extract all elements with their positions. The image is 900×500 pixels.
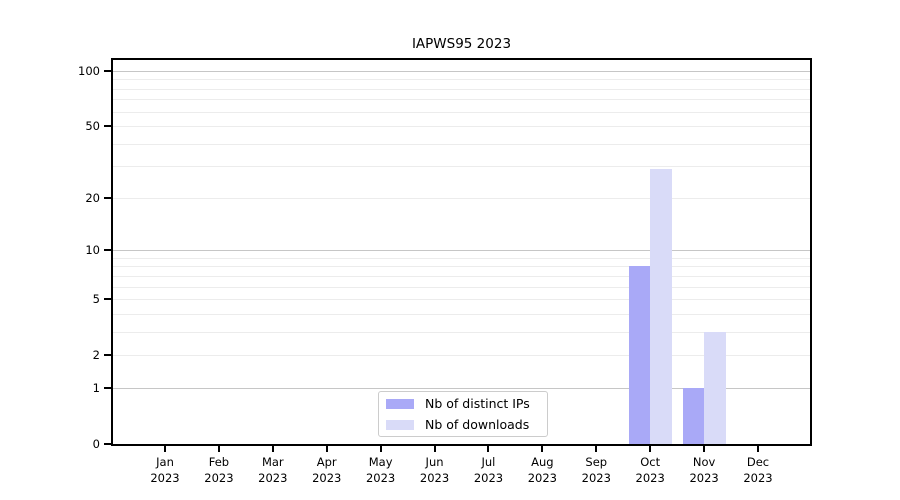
x-tick-month: May [368,455,393,469]
x-tick-month: Oct [640,455,661,469]
y-gridline-minor [113,355,810,357]
legend-swatch-distinct-ips [386,398,414,409]
y-gridline-major [113,250,810,252]
x-tick-month: Mar [261,455,284,469]
x-tick-month: Apr [316,455,337,469]
y-gridline-minor [113,257,810,259]
legend-item-downloads: Nb of downloads [379,415,547,434]
x-axis-tick-label: Dec 2023 [730,454,786,486]
y-gridline-minor [113,275,810,277]
x-axis-tick-label: Jan 2023 [137,454,193,486]
y-gridline-minor [113,313,810,315]
x-tick-year: 2023 [527,471,557,485]
x-tick-month: Jan [156,455,174,469]
y-axis-tick-label: 2 [92,348,100,363]
y-axis-tick [104,386,111,389]
x-tick-year: 2023 [312,471,342,485]
x-tick-year: 2023 [635,471,665,485]
y-axis-tick [104,298,111,301]
bar-downloads [650,169,672,444]
y-axis-tick-label: 1 [92,380,100,395]
x-axis-tick [703,446,706,452]
x-tick-year: 2023 [419,471,450,485]
x-axis-tick [433,446,436,452]
y-gridline-minor [113,286,810,288]
x-tick-month: Sep [585,455,608,469]
x-axis-tick-label: Aug 2023 [514,454,570,486]
x-axis-tick-label: Oct 2023 [622,454,678,486]
x-axis-tick-label: Mar 2023 [245,454,301,486]
y-gridline-minor [113,99,810,101]
x-axis-tick-label: Jul 2023 [460,454,516,486]
y-gridline-minor [113,197,810,199]
y-gridline-minor [113,79,810,81]
y-axis-tick-label: 5 [92,292,100,307]
legend-label-distinct-ips: Nb of distinct IPs [425,396,530,411]
x-axis-tick-label: Jun 2023 [407,454,463,486]
x-axis-tick-label: May 2023 [353,454,409,486]
legend-swatch-downloads [386,419,414,430]
bar-distinct-ips [628,266,651,444]
x-axis-tick-label: Apr 2023 [299,454,355,486]
y-axis-tick [104,196,111,199]
y-gridline-minor [113,143,810,145]
y-axis-tick-label: 10 [85,243,100,258]
x-tick-year: 2023 [258,471,288,485]
x-axis-tick [379,446,382,452]
legend-label-downloads: Nb of downloads [425,417,530,432]
x-axis-tick [487,446,490,452]
x-tick-year: 2023 [473,471,504,485]
y-gridline-minor [113,166,810,168]
y-gridline-major [113,387,810,389]
x-tick-month: Jun [425,455,444,469]
x-tick-year: 2023 [365,471,396,485]
y-gridline-minor [113,331,810,333]
y-axis-tick [104,70,111,72]
y-axis-tick [104,249,111,252]
x-tick-month: Nov [692,455,716,469]
x-axis-tick [757,446,759,452]
x-axis-tick [325,446,328,452]
y-gridline-minor [113,299,810,301]
x-axis-tick-label: Sep 2023 [568,454,624,486]
x-tick-month: Feb [208,455,230,469]
x-tick-year: 2023 [581,471,611,485]
x-axis-tick [541,446,544,452]
x-axis-tick [164,446,166,452]
y-gridline-minor [113,126,810,128]
bar-distinct-ips [682,387,705,444]
y-gridline-minor [113,266,810,268]
x-axis-tick [217,446,220,452]
x-tick-year: 2023 [204,471,234,485]
x-tick-month: Aug [531,455,554,469]
y-gridline-minor [113,111,810,113]
y-gridline-major [113,71,810,72]
y-axis-tick [104,443,111,445]
y-axis-tick-label: 100 [78,64,100,78]
y-axis-tick-label: 50 [85,119,100,134]
x-axis-tick-label: Nov 2023 [676,454,732,486]
plot-area [111,58,812,446]
chart-title: IAPWS95 2023 [411,36,512,52]
y-axis-tick [104,125,111,128]
y-axis-tick [104,354,111,357]
x-axis-tick [595,446,598,452]
y-axis-tick-label: 20 [85,190,100,205]
x-tick-year: 2023 [689,471,719,485]
x-tick-month: Jul [481,455,496,469]
y-axis-tick-label: 0 [92,437,100,451]
x-axis-tick [271,446,274,452]
x-tick-month: Dec [746,455,770,469]
x-tick-year: 2023 [743,471,773,485]
legend: Nb of distinct IPs Nb of downloads [378,391,548,437]
x-axis-tick [649,446,652,452]
y-gridline-minor [113,88,810,90]
bar-downloads [704,331,726,444]
x-tick-year: 2023 [150,471,180,485]
legend-item-distinct-ips: Nb of distinct IPs [379,394,547,413]
x-axis-tick-label: Feb 2023 [191,454,247,486]
